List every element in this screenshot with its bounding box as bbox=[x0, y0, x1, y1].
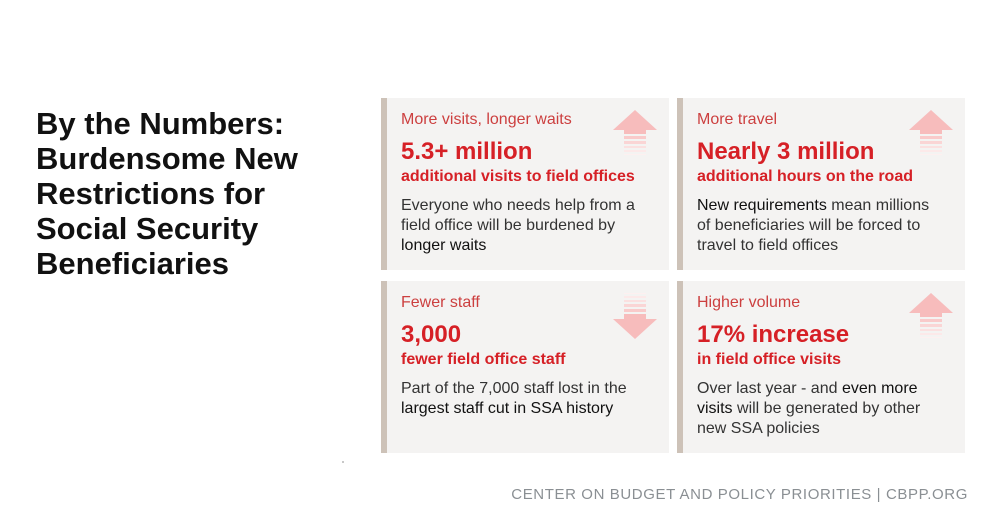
arrow-down-icon bbox=[613, 293, 657, 339]
card-subhead: additional hours on the road bbox=[697, 168, 913, 185]
page-title: By the Numbers: Burdensome New Restricti… bbox=[36, 106, 298, 281]
card-subhead: fewer field office staff bbox=[401, 351, 566, 368]
card-description: Part of the 7,000 staff lost in the larg… bbox=[401, 380, 627, 417]
arrow-up-icon bbox=[613, 110, 657, 155]
arrow-up-icon bbox=[909, 110, 953, 155]
card-description: Everyone who needs help from a field off… bbox=[401, 197, 635, 254]
stat-card-volume: Higher volume 17% increase in field offi… bbox=[677, 281, 965, 453]
footer-credit: CENTER ON BUDGET AND POLICY PRIORITIES |… bbox=[511, 486, 968, 503]
card-subhead: additional visits to field offices bbox=[401, 168, 635, 185]
card-heading: More travel bbox=[697, 111, 778, 128]
decorative-dot bbox=[342, 461, 344, 463]
arrow-up-icon bbox=[909, 293, 953, 338]
card-figure: Nearly 3 million bbox=[697, 138, 875, 165]
card-subhead: in field office visits bbox=[697, 351, 842, 368]
card-heading: More visits, longer waits bbox=[401, 111, 572, 128]
stat-card-travel: More travel Nearly 3 million additional … bbox=[677, 98, 965, 270]
card-figure: 3,000 bbox=[401, 321, 462, 348]
stat-card-visits: More visits, longer waits 5.3+ million a… bbox=[381, 98, 669, 270]
stat-card-staff: Fewer staff 3,000 fewer field office sta… bbox=[381, 281, 669, 453]
card-figure: 5.3+ million bbox=[401, 138, 533, 165]
card-heading: Fewer staff bbox=[401, 294, 480, 311]
card-description: Over last year - and even more visits wi… bbox=[697, 380, 921, 437]
card-heading: Higher volume bbox=[697, 294, 801, 311]
card-figure: 17% increase bbox=[697, 321, 850, 348]
card-description: New requirements mean millions of benefi… bbox=[697, 197, 930, 254]
